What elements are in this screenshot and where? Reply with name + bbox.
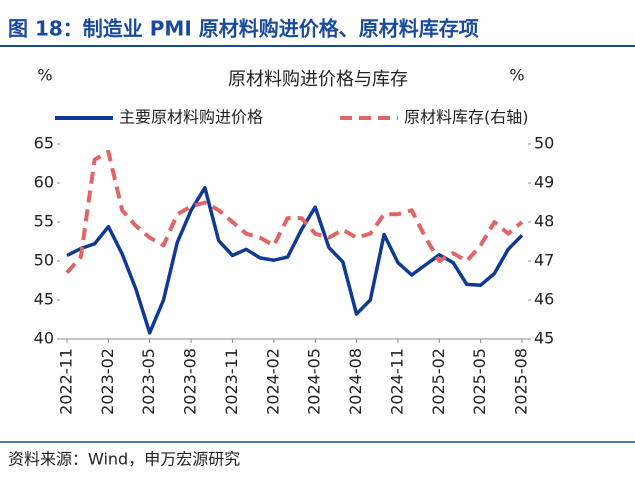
y-tick-label: 40	[34, 329, 54, 348]
x-tick-label: 2023-02	[98, 348, 117, 415]
legend-label: 原材料库存(右轴)	[404, 108, 529, 127]
series-line	[65, 149, 524, 275]
x-tick-label: 2024-05	[305, 348, 324, 415]
x-tick-label: 2024-02	[263, 348, 282, 415]
x-tick-label: 2023-08	[181, 348, 200, 415]
y2-tick-label: 48	[534, 212, 554, 231]
y2-tick-label: 50	[534, 134, 554, 153]
x-tick-label: 2023-05	[139, 348, 158, 415]
x-tick-label: 2025-08	[512, 348, 531, 415]
y-tick-label: 60	[34, 173, 54, 192]
x-tick-label: 2025-05	[470, 348, 489, 415]
y2-tick-label: 47	[534, 251, 554, 270]
legend-label: 主要原材料购进价格	[119, 108, 263, 127]
y-tick-label: 55	[34, 212, 54, 231]
y2-tick-label: 49	[534, 173, 554, 192]
y2-tick-label: 46	[534, 290, 554, 309]
y2-unit: %	[509, 66, 524, 85]
source: 资料来源：Wind，申万宏源研究	[8, 450, 240, 469]
y2-tick-label: 45	[534, 329, 554, 348]
x-tick-label: 2024-11	[387, 348, 406, 415]
x-tick-label: 2023-11	[222, 348, 241, 415]
y-tick-label: 50	[34, 251, 54, 270]
x-tick-label: 2024-08	[346, 348, 365, 415]
y-unit: %	[37, 66, 52, 85]
series-line	[66, 185, 524, 335]
x-tick-label: 2022-11	[57, 348, 76, 415]
y-tick-label: 65	[34, 134, 54, 153]
chart-title: 原材料购进价格与库存	[228, 69, 408, 90]
x-tick-label: 2025-02	[429, 348, 448, 415]
y-tick-label: 45	[34, 290, 54, 309]
header: 图 18：制造业 PMI 原材料购进价格、原材料库存项	[8, 17, 479, 41]
